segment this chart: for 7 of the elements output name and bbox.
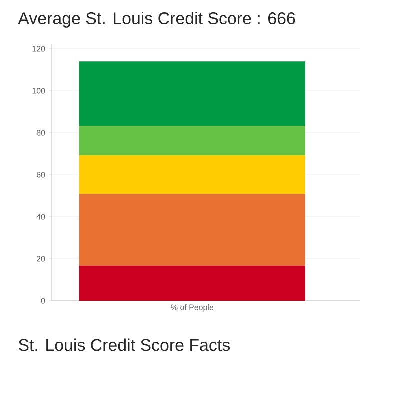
bar <box>79 266 306 301</box>
bar <box>79 62 306 126</box>
text: St. Louis Credit Score Facts <box>18 338 230 352</box>
bar <box>79 194 306 266</box>
bar <box>79 155 306 194</box>
chart-title: Average St. Louis Credit Score : 666 <box>18 12 296 28</box>
bar <box>79 126 306 156</box>
